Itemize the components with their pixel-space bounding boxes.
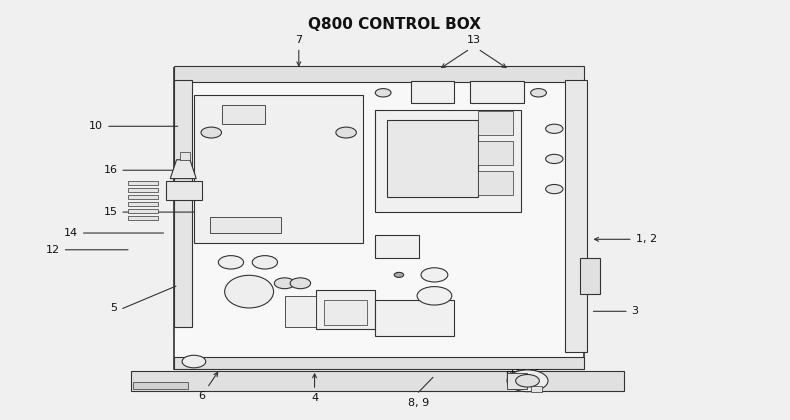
Bar [478, 111, 514, 135]
Bar [316, 289, 375, 329]
Circle shape [531, 89, 547, 97]
Text: 4: 4 [311, 374, 318, 403]
Text: Q800 CONTROL BOX: Q800 CONTROL BOX [309, 18, 481, 32]
Text: 3: 3 [593, 306, 638, 316]
Bar [375, 110, 521, 212]
Circle shape [182, 355, 205, 368]
Bar [131, 371, 623, 391]
Bar [478, 171, 514, 195]
Bar [565, 80, 587, 352]
Bar [324, 300, 367, 325]
Text: pt1176: pt1176 [506, 369, 540, 379]
Circle shape [375, 89, 391, 97]
Bar [375, 235, 419, 258]
Bar [507, 373, 527, 389]
Circle shape [274, 278, 295, 289]
Bar [129, 181, 159, 185]
Bar [375, 300, 454, 336]
Text: 16: 16 [103, 165, 194, 175]
Text: 8, 9: 8, 9 [408, 398, 429, 407]
Bar [387, 120, 478, 197]
Bar [129, 202, 159, 206]
Bar [129, 195, 159, 199]
Circle shape [201, 127, 221, 138]
Bar [167, 181, 201, 200]
Circle shape [290, 278, 310, 289]
Circle shape [336, 127, 356, 138]
Circle shape [546, 154, 563, 163]
Text: 12: 12 [46, 245, 128, 255]
Circle shape [421, 268, 448, 282]
Bar [129, 209, 159, 213]
Polygon shape [171, 160, 196, 178]
Bar [209, 217, 280, 233]
Circle shape [546, 124, 563, 134]
Bar [531, 386, 543, 392]
Bar [470, 81, 524, 103]
Text: 6: 6 [198, 373, 218, 401]
Text: 7: 7 [295, 34, 303, 66]
Text: 5: 5 [111, 303, 118, 313]
Circle shape [546, 184, 563, 194]
Bar [411, 81, 454, 103]
Text: 14: 14 [64, 228, 164, 238]
Circle shape [507, 370, 548, 392]
Circle shape [252, 256, 277, 269]
Circle shape [394, 273, 404, 277]
Text: 15: 15 [103, 207, 213, 217]
Bar [174, 68, 585, 369]
Bar [174, 66, 585, 82]
Bar [581, 258, 600, 294]
Bar [129, 216, 159, 221]
Bar [478, 141, 514, 165]
Text: 1, 2: 1, 2 [595, 234, 656, 244]
Bar [180, 152, 190, 160]
Circle shape [516, 375, 540, 387]
Bar [129, 188, 159, 192]
Text: 10: 10 [89, 121, 178, 131]
Ellipse shape [224, 275, 273, 308]
Circle shape [417, 286, 452, 305]
Bar [174, 357, 585, 369]
Text: 13: 13 [467, 34, 481, 45]
Bar [221, 105, 265, 124]
Bar [284, 296, 316, 327]
Bar [194, 95, 363, 244]
Bar [134, 382, 188, 389]
Bar [174, 80, 191, 327]
Circle shape [218, 256, 243, 269]
